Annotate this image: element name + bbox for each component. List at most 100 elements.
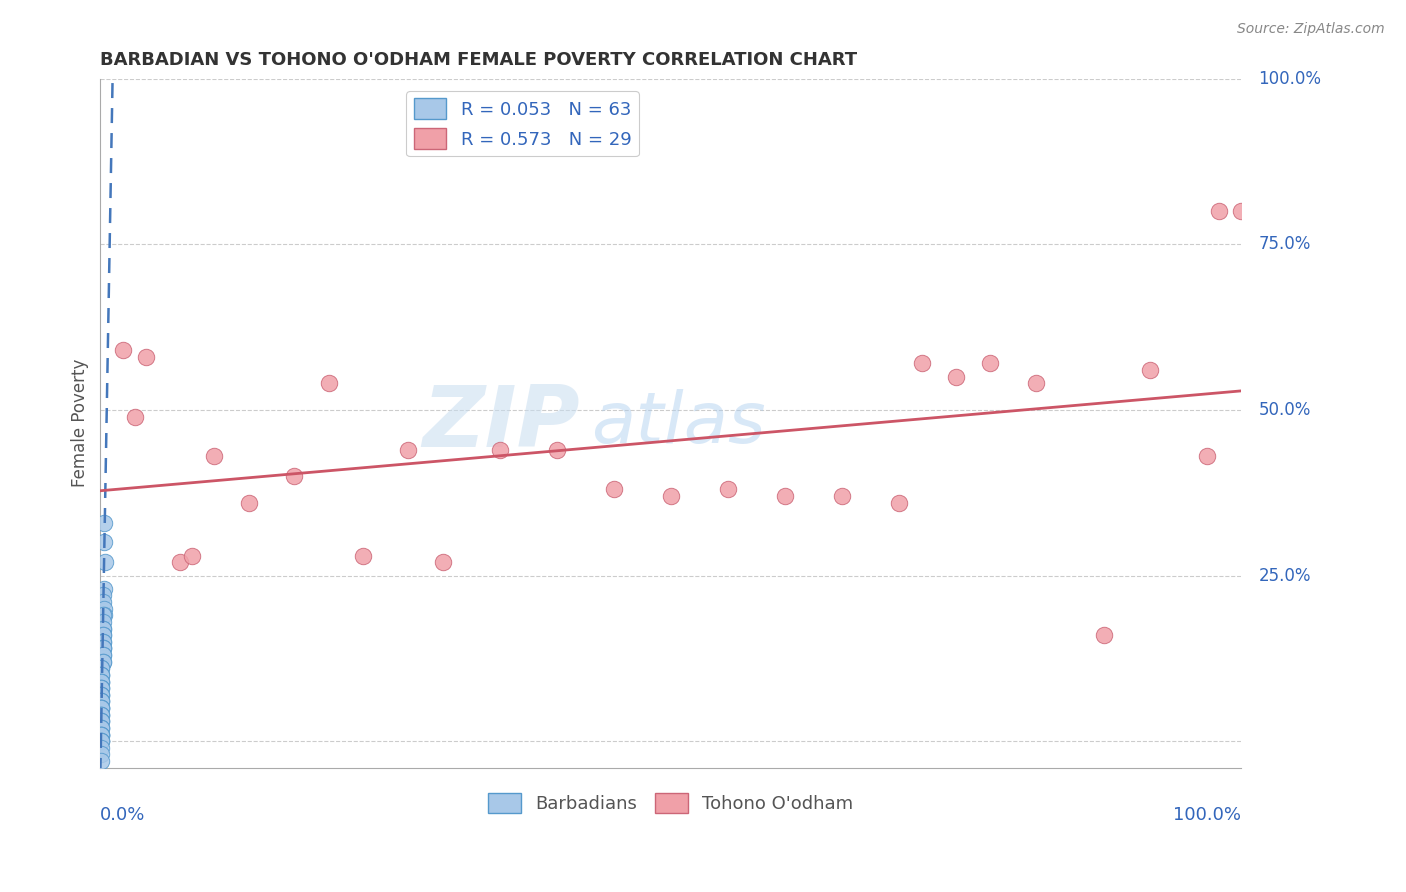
- Point: [91, 635, 114, 649]
- Point: [91, 589, 114, 603]
- Point: [90, 707, 112, 722]
- Point: [135, 350, 157, 364]
- Point: [90, 754, 112, 768]
- Point: [124, 409, 146, 424]
- Text: ZIP: ZIP: [422, 382, 579, 465]
- Point: [90, 694, 112, 708]
- Point: [90, 728, 112, 742]
- Point: [91, 655, 114, 669]
- Point: [90, 721, 112, 735]
- Point: [91, 608, 114, 623]
- Point: [831, 489, 853, 503]
- Point: [283, 469, 305, 483]
- Point: [90, 734, 112, 748]
- Point: [432, 555, 454, 569]
- Legend: Barbadians, Tohono O'odham: Barbadians, Tohono O'odham: [481, 785, 860, 821]
- Point: [90, 688, 112, 702]
- Text: 75.0%: 75.0%: [1258, 235, 1310, 253]
- Point: [90, 740, 112, 755]
- Point: [90, 688, 112, 702]
- Point: [352, 549, 374, 563]
- Point: [91, 641, 114, 656]
- Point: [90, 747, 112, 762]
- Point: [90, 714, 112, 729]
- Point: [91, 655, 114, 669]
- Point: [90, 681, 112, 696]
- Text: 100.0%: 100.0%: [1174, 805, 1241, 823]
- Point: [887, 496, 910, 510]
- Text: 100.0%: 100.0%: [1258, 70, 1322, 87]
- Point: [488, 442, 510, 457]
- Point: [90, 688, 112, 702]
- Point: [546, 442, 568, 457]
- Point: [90, 721, 112, 735]
- Point: [1094, 628, 1116, 642]
- Point: [90, 721, 112, 735]
- Point: [945, 369, 967, 384]
- Point: [112, 343, 135, 358]
- Point: [90, 674, 112, 689]
- Point: [1197, 450, 1219, 464]
- Point: [90, 701, 112, 715]
- Point: [90, 681, 112, 696]
- Point: [90, 734, 112, 748]
- Point: [180, 549, 202, 563]
- Point: [90, 681, 112, 696]
- Point: [91, 622, 114, 636]
- Text: BARBADIAN VS TOHONO O'ODHAM FEMALE POVERTY CORRELATION CHART: BARBADIAN VS TOHONO O'ODHAM FEMALE POVER…: [100, 51, 858, 69]
- Text: atlas: atlas: [591, 389, 766, 458]
- Point: [238, 496, 260, 510]
- Point: [90, 674, 112, 689]
- Point: [93, 535, 115, 549]
- Text: Source: ZipAtlas.com: Source: ZipAtlas.com: [1237, 22, 1385, 37]
- Point: [90, 714, 112, 729]
- Point: [93, 516, 115, 530]
- Point: [91, 628, 114, 642]
- Point: [90, 674, 112, 689]
- Text: 0.0%: 0.0%: [100, 805, 146, 823]
- Point: [659, 489, 682, 503]
- Point: [90, 668, 112, 682]
- Point: [91, 615, 114, 629]
- Point: [979, 357, 1001, 371]
- Point: [91, 635, 114, 649]
- Point: [603, 483, 626, 497]
- Point: [169, 555, 191, 569]
- Point: [90, 714, 112, 729]
- Point: [911, 357, 934, 371]
- Point: [93, 601, 115, 615]
- Point: [1025, 376, 1047, 391]
- Point: [90, 728, 112, 742]
- Point: [91, 641, 114, 656]
- Point: [90, 701, 112, 715]
- Point: [396, 442, 419, 457]
- Point: [90, 728, 112, 742]
- Point: [91, 648, 114, 662]
- Text: 25.0%: 25.0%: [1258, 566, 1310, 584]
- Point: [90, 734, 112, 748]
- Point: [91, 628, 114, 642]
- Point: [90, 668, 112, 682]
- Point: [90, 701, 112, 715]
- Point: [90, 701, 112, 715]
- Point: [773, 489, 796, 503]
- Point: [90, 668, 112, 682]
- Point: [717, 483, 740, 497]
- Point: [91, 648, 114, 662]
- Point: [90, 707, 112, 722]
- Point: [90, 728, 112, 742]
- Point: [90, 694, 112, 708]
- Point: [91, 595, 114, 609]
- Point: [91, 622, 114, 636]
- Point: [90, 661, 112, 675]
- Point: [1230, 204, 1253, 219]
- Point: [204, 450, 226, 464]
- Point: [93, 608, 115, 623]
- Point: [1208, 204, 1230, 219]
- Point: [90, 707, 112, 722]
- Point: [90, 661, 112, 675]
- Y-axis label: Female Poverty: Female Poverty: [72, 359, 89, 487]
- Point: [94, 555, 117, 569]
- Point: [91, 641, 114, 656]
- Point: [93, 582, 115, 596]
